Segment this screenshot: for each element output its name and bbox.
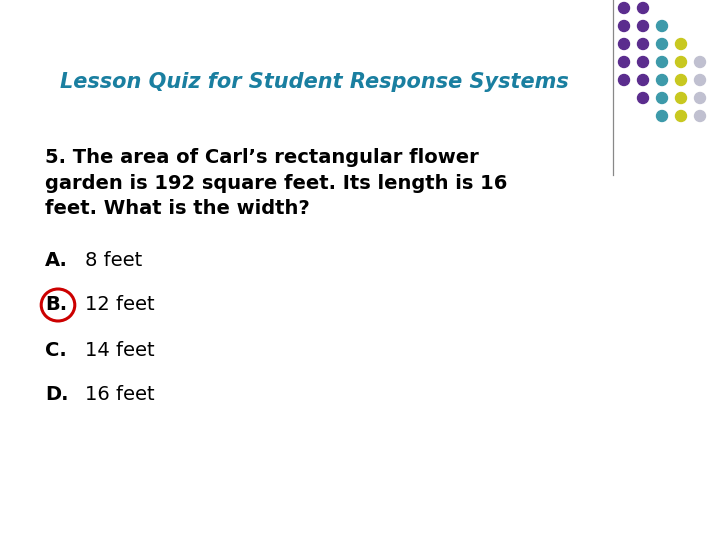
Circle shape — [618, 75, 629, 85]
Circle shape — [657, 21, 667, 31]
Circle shape — [657, 57, 667, 68]
Circle shape — [675, 92, 686, 104]
Circle shape — [675, 111, 686, 122]
Circle shape — [637, 3, 649, 14]
Circle shape — [637, 92, 649, 104]
Circle shape — [637, 75, 649, 85]
Text: A.: A. — [45, 251, 68, 269]
Text: 5. The area of Carl’s rectangular flower
garden is 192 square feet. Its length i: 5. The area of Carl’s rectangular flower… — [45, 148, 508, 219]
Circle shape — [618, 38, 629, 50]
Text: Lesson Quiz for Student Response Systems: Lesson Quiz for Student Response Systems — [60, 72, 569, 92]
Text: D.: D. — [45, 386, 68, 404]
Text: 16 feet: 16 feet — [85, 386, 155, 404]
Circle shape — [695, 57, 706, 68]
Circle shape — [618, 3, 629, 14]
Circle shape — [618, 57, 629, 68]
Text: C.: C. — [45, 341, 67, 360]
Text: 12 feet: 12 feet — [85, 295, 155, 314]
Circle shape — [637, 57, 649, 68]
Circle shape — [695, 111, 706, 122]
Circle shape — [618, 21, 629, 31]
Circle shape — [637, 21, 649, 31]
Text: 14 feet: 14 feet — [85, 341, 155, 360]
Circle shape — [695, 75, 706, 85]
Circle shape — [695, 92, 706, 104]
Circle shape — [657, 38, 667, 50]
Circle shape — [657, 75, 667, 85]
Circle shape — [657, 111, 667, 122]
Text: B.: B. — [45, 295, 67, 314]
Circle shape — [637, 38, 649, 50]
Circle shape — [675, 57, 686, 68]
Circle shape — [657, 92, 667, 104]
Circle shape — [675, 38, 686, 50]
Circle shape — [675, 75, 686, 85]
Text: 8 feet: 8 feet — [85, 251, 143, 269]
